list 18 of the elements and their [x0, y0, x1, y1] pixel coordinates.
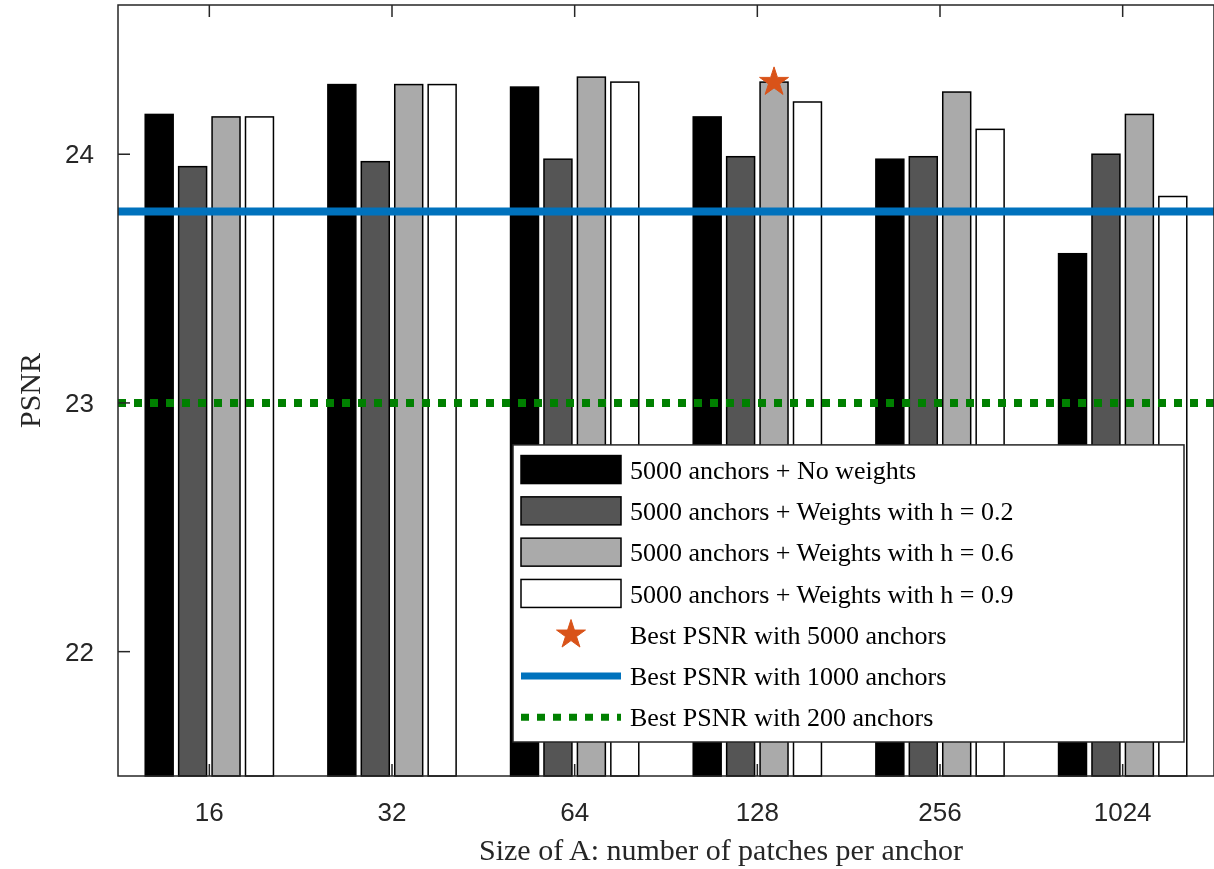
y-tick-label: 22: [65, 636, 94, 667]
y-tick-label: 23: [65, 388, 94, 419]
legend-label: 5000 anchors + Weights with h = 0.2: [630, 496, 1014, 526]
x-tick-label: 128: [735, 797, 780, 828]
legend-label: 5000 anchors + Weights with h = 0.6: [630, 538, 1014, 568]
y-axis-title: PSNR: [13, 352, 46, 429]
x-axis-title: Size of A: number of patches per anchor: [479, 833, 964, 866]
y-tick-label: 24: [65, 139, 94, 170]
x-tick-label: 1024: [1093, 797, 1152, 828]
legend-label: 5000 anchors + No weights: [630, 455, 917, 485]
legend-label: Best PSNR with 200 anchors: [630, 703, 934, 733]
legend-label: 5000 anchors + Weights with h = 0.9: [630, 579, 1014, 609]
x-tick-label: 64: [560, 797, 590, 828]
legend-label: Best PSNR with 5000 anchors: [630, 620, 947, 650]
legend-label: Best PSNR with 1000 anchors: [630, 662, 947, 692]
x-tick-label: 16: [194, 797, 224, 828]
x-tick-label: 256: [918, 797, 962, 828]
x-tick-label: 32: [377, 797, 407, 828]
